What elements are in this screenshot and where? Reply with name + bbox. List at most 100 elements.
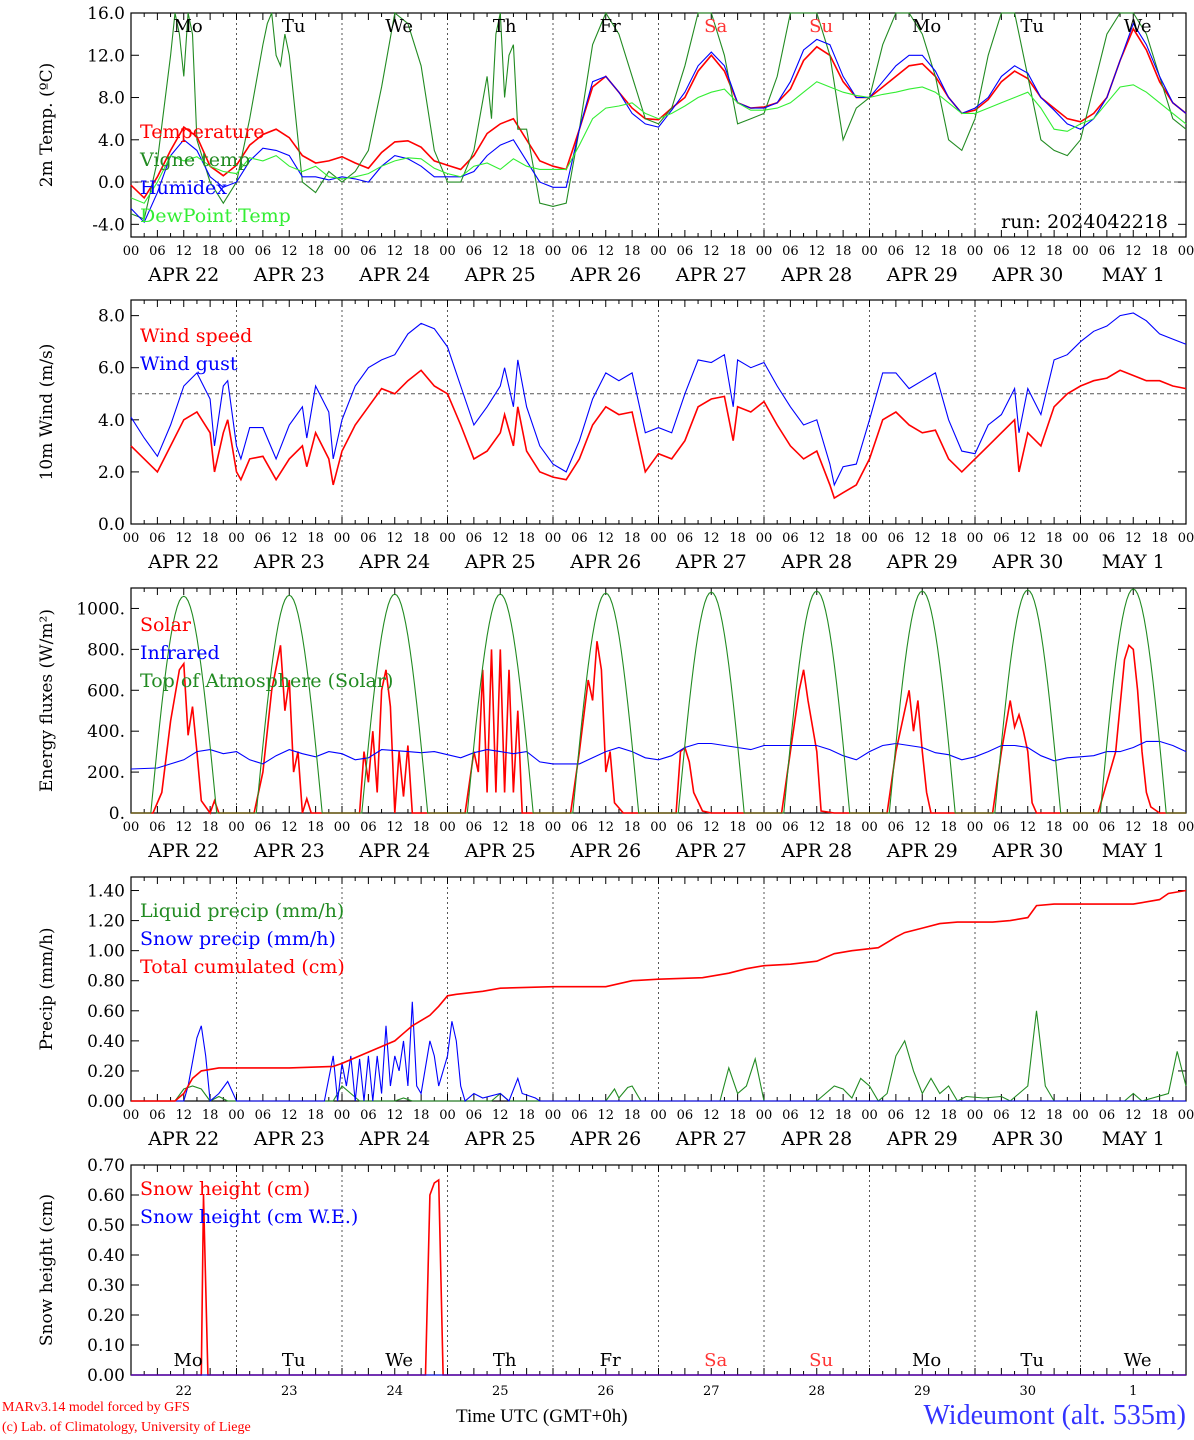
- date-label: MAY 1: [1102, 840, 1165, 862]
- y-tick-label: 1000.: [76, 599, 125, 619]
- series-line: [130, 27, 1187, 200]
- hour-label: 12: [597, 820, 614, 835]
- hour-label: 06: [677, 820, 694, 835]
- date-label: APR 30: [991, 551, 1063, 573]
- hour-label: 06: [255, 531, 272, 546]
- y-tick-label: 1.00: [87, 942, 125, 962]
- hour-label: 00: [1178, 1108, 1194, 1123]
- hour-label: 06: [782, 244, 799, 259]
- day-name-label: Th: [493, 1350, 517, 1371]
- day-number-label: 30: [1019, 1384, 1036, 1399]
- hour-label: 00: [545, 820, 562, 835]
- legend-entry: Snow height (cm W.E.): [140, 1206, 358, 1228]
- date-label: APR 23: [253, 1128, 325, 1150]
- hour-label: 18: [518, 820, 535, 835]
- hour-label: 06: [993, 244, 1010, 259]
- y-tick-label: 1.20: [87, 912, 125, 932]
- hour-label: 12: [703, 1108, 720, 1123]
- series-line: [130, 11, 1187, 220]
- hour-label: 06: [466, 820, 483, 835]
- hour-label: 18: [729, 820, 746, 835]
- hour-label: 12: [386, 531, 403, 546]
- y-tick-label: 4.0: [98, 131, 125, 151]
- hour-label: 00: [439, 820, 456, 835]
- series-line: [130, 22, 1187, 224]
- hour-label: 18: [835, 244, 852, 259]
- day-name-label: Tu: [1020, 16, 1044, 37]
- hour-label: 18: [940, 1108, 957, 1123]
- hour-label: 12: [175, 1108, 192, 1123]
- hour-label: 18: [940, 244, 957, 259]
- hour-label: 00: [967, 820, 984, 835]
- hour-label: 18: [940, 820, 957, 835]
- hour-label: 18: [1046, 820, 1063, 835]
- hour-label: 18: [1151, 1108, 1168, 1123]
- date-label: APR 28: [780, 840, 852, 862]
- date-label: APR 25: [464, 551, 536, 573]
- hour-label: 18: [835, 1108, 852, 1123]
- hour-label: 00: [1072, 244, 1089, 259]
- hour-label: 18: [307, 1108, 324, 1123]
- day-name-label: Sa: [704, 1350, 727, 1371]
- series-line: [131, 641, 1186, 815]
- y-tick-label: 16.0: [87, 4, 125, 24]
- y-tick-label: 0.50: [87, 1216, 125, 1236]
- y-tick-label: 0.20: [87, 1306, 125, 1326]
- hour-label: 06: [466, 244, 483, 259]
- hour-label: 00: [861, 1108, 878, 1123]
- hour-label: 12: [386, 244, 403, 259]
- hour-label: 00: [861, 531, 878, 546]
- hour-label: 00: [439, 531, 456, 546]
- hour-label: 12: [1019, 244, 1036, 259]
- hour-label: 00: [967, 531, 984, 546]
- hour-label: 12: [1019, 531, 1036, 546]
- hour-label: 06: [360, 531, 377, 546]
- hour-label: 00: [123, 820, 140, 835]
- date-label: APR 26: [569, 551, 641, 573]
- legend-entry: Solar: [140, 614, 192, 636]
- y-axis-label: Snow height (cm): [37, 1194, 57, 1346]
- hour-label: 06: [149, 1108, 166, 1123]
- day-name-label: Mo: [912, 1350, 941, 1371]
- hour-label: 06: [466, 531, 483, 546]
- date-label: APR 24: [358, 551, 430, 573]
- hour-label: 00: [228, 531, 245, 546]
- y-tick-label: 400.: [87, 722, 125, 742]
- hour-label: 12: [808, 1108, 825, 1123]
- day-name-label: We: [1124, 1350, 1152, 1371]
- station-label: Wideumont (alt. 535m): [923, 1400, 1187, 1431]
- y-tick-label: 0.20: [87, 1062, 125, 1082]
- day-number-label: 25: [492, 1384, 509, 1399]
- hour-label: 00: [228, 820, 245, 835]
- y-tick-label: 0.00: [87, 1092, 125, 1112]
- date-label: APR 30: [991, 264, 1063, 286]
- day-name-label: We: [385, 1350, 413, 1371]
- series-line: [130, 312, 1187, 487]
- hour-label: 00: [756, 1108, 773, 1123]
- date-label: APR 25: [464, 264, 536, 286]
- hour-label: 12: [597, 531, 614, 546]
- hour-label: 00: [334, 244, 351, 259]
- hour-label: 00: [439, 1108, 456, 1123]
- day-name-label: Mo: [912, 16, 941, 37]
- date-label: APR 29: [886, 840, 958, 862]
- legend-entry: Temperature: [140, 121, 264, 143]
- hour-label: 18: [518, 1108, 535, 1123]
- date-label: APR 23: [253, 264, 325, 286]
- hour-label: 18: [202, 531, 219, 546]
- hour-label: 12: [281, 531, 298, 546]
- day-name-label: Sa: [704, 16, 727, 37]
- hour-label: 00: [1072, 531, 1089, 546]
- hour-label: 12: [703, 531, 720, 546]
- hour-label: 06: [993, 531, 1010, 546]
- hour-label: 00: [1072, 820, 1089, 835]
- y-tick-label: -4.0: [92, 215, 125, 235]
- day-number-label: 29: [914, 1384, 931, 1399]
- hour-label: 18: [729, 244, 746, 259]
- hour-label: 00: [334, 531, 351, 546]
- y-tick-label: 8.0: [98, 89, 125, 109]
- hour-label: 06: [782, 1108, 799, 1123]
- panel-3: 1000. 800. 600. 400. 200. 0. Energy fluxes (W/…: [37, 587, 1194, 862]
- hour-label: 18: [307, 244, 324, 259]
